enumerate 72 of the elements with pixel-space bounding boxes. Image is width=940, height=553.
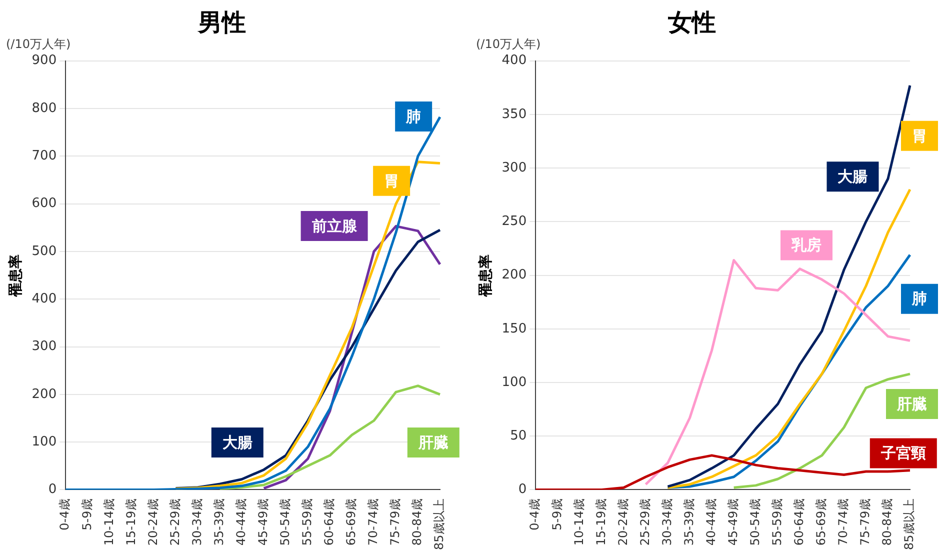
y-tick-label: 50 [510,428,527,444]
x-tick-label: 45-49歳 [726,498,740,546]
x-tick-label: 80-84歳 [410,498,424,546]
y-tick-label: 800 [32,100,57,116]
x-tick-label: 0-4歳 [58,498,72,530]
chart-title: 女性 [667,8,716,37]
x-tick-label: 55-59歳 [300,498,314,546]
x-tick-label: 80-84歳 [880,498,894,546]
x-tick-label: 50-54歳 [278,498,292,546]
x-tick-label: 5-9歳 [550,498,564,530]
x-tick-label: 25-29歳 [638,498,652,546]
x-tick-label: 30-34歳 [660,498,674,546]
x-tick-label: 75-79歳 [858,498,872,546]
y-tick-label: 500 [32,244,57,259]
text: 肝臓 [417,433,448,452]
x-tick-label: 40-44歳 [234,498,248,546]
x-tick-label: 15-19歳 [594,498,608,546]
text: (/10万人年) [6,36,71,51]
y-tick-label: 100 [502,374,527,390]
y-tick-label: 100 [32,434,57,450]
y-tick-label: 300 [502,160,527,176]
series-label: 肝臓 [896,394,927,413]
x-tick-label: 60-64歳 [322,498,336,546]
series-label: 胃 [384,172,400,190]
x-tick-label: 5-9歳 [80,498,94,530]
series-label: 大腸 [222,433,252,452]
x-tick-label: 20-24歳 [616,498,630,546]
x-tick-label: 85歳以上 [902,498,916,550]
y-tick-label: 0 [48,482,57,498]
y-tick-label: 200 [32,386,57,402]
chart-title: 男性 [197,8,246,37]
y-axis-title: 罹患率 [477,254,494,298]
x-tick-label: 75-79歳 [388,498,402,546]
x-tick-label: 85歳以上 [432,498,446,550]
x-tick-label: 35-39歳 [682,498,696,546]
y-tick-label: 350 [502,106,527,122]
x-tick-label: 0-4歳 [528,498,542,530]
y-tick-label: 700 [32,148,57,164]
text: 胃 [912,126,927,145]
y-tick-label: 200 [502,268,527,283]
x-tick-label: 10-14歳 [572,498,586,546]
x-tick-label: 60-64歳 [792,498,806,546]
y-tick-label: 250 [502,214,527,230]
x-tick-label: 40-44歳 [704,498,718,546]
series-label: 大腸 [838,168,868,186]
x-tick-label: 65-69歳 [814,498,828,546]
series-label: 乳房 [790,236,822,254]
y-tick-label: 400 [32,291,57,306]
series-label: 肺 [911,290,927,308]
series-label: 前立腺 [310,216,358,235]
x-tick-label: 25-29歳 [168,498,182,546]
x-tick-label: 15-19歳 [124,498,138,546]
x-tick-label: 55-59歳 [770,498,784,546]
y-axis-title: 罹患率 [7,254,24,298]
y-tick-label: 400 [502,53,527,68]
x-tick-label: 10-14歳 [102,498,116,546]
y-tick-label: 300 [32,339,57,354]
x-tick-label: 65-69歳 [344,498,358,546]
x-tick-label: 20-24歳 [146,498,160,546]
x-tick-label: 50-54歳 [748,498,762,546]
x-tick-label: 70-74歳 [366,498,380,546]
series-label: 肺 [405,107,422,126]
y-tick-label: 900 [32,53,57,68]
x-tick-label: 45-49歳 [256,498,270,546]
x-tick-label: 30-34歳 [190,498,204,546]
x-tick-label: 70-74歳 [836,498,850,546]
series-label: 子宮頸 [880,444,926,462]
text: (/10万人年) [476,36,541,51]
y-tick-label: 0 [518,482,527,498]
y-tick-label: 150 [502,321,527,336]
x-tick-label: 35-39歳 [212,498,226,546]
y-tick-label: 600 [32,196,57,212]
